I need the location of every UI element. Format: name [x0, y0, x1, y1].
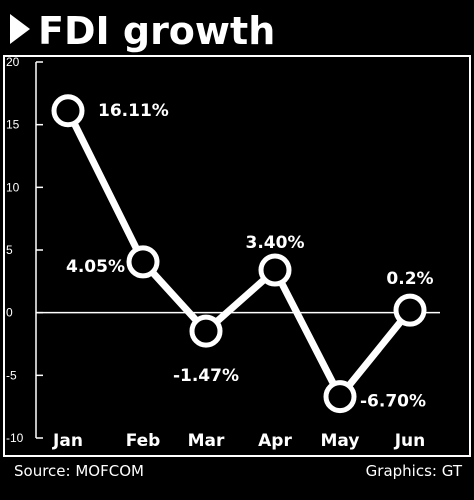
x-category-label: Jan — [52, 431, 83, 451]
data-label: -6.70% — [360, 392, 426, 412]
category-labels: Jan Feb Mar Apr May Jun — [52, 431, 425, 451]
data-point — [126, 245, 160, 279]
data-label: 0.2% — [386, 269, 433, 289]
data-point — [393, 293, 427, 327]
series-line-group — [64, 107, 414, 401]
y-tick-label: 0 — [6, 306, 13, 320]
y-tick-label: 10 — [6, 180, 20, 194]
data-points — [51, 94, 427, 414]
data-label: 3.40% — [246, 233, 305, 253]
data-point — [258, 253, 292, 287]
chart-title: FDI growth — [38, 9, 275, 53]
series-line — [64, 107, 414, 401]
data-labels: 16.11% 4.05% -1.47% 3.40% -6.70% 0.2% — [66, 101, 434, 412]
y-tick-label: 15 — [6, 118, 20, 132]
x-category-label: Apr — [258, 431, 292, 451]
y-tick-label: -5 — [6, 368, 17, 382]
data-point — [51, 94, 85, 128]
y-ticks: -10 -5 0 5 10 15 20 — [6, 55, 43, 445]
data-label: 4.05% — [66, 257, 125, 277]
title-arrow-icon — [10, 14, 30, 44]
source-label: Source: MOFCOM — [14, 462, 144, 480]
y-tick-label: 5 — [6, 243, 13, 257]
x-category-label: Feb — [126, 431, 161, 451]
credit-label: Graphics: GT — [366, 462, 463, 480]
data-label: 16.11% — [98, 101, 169, 121]
x-category-label: Mar — [188, 431, 225, 451]
x-category-label: Jun — [394, 431, 426, 451]
y-tick-label: -10 — [6, 431, 24, 445]
data-point — [323, 380, 357, 414]
y-tick-label: 20 — [6, 55, 20, 69]
x-category-label: May — [321, 431, 360, 451]
data-label: -1.47% — [173, 366, 239, 386]
data-point — [189, 314, 223, 348]
plot-frame — [3, 55, 471, 457]
